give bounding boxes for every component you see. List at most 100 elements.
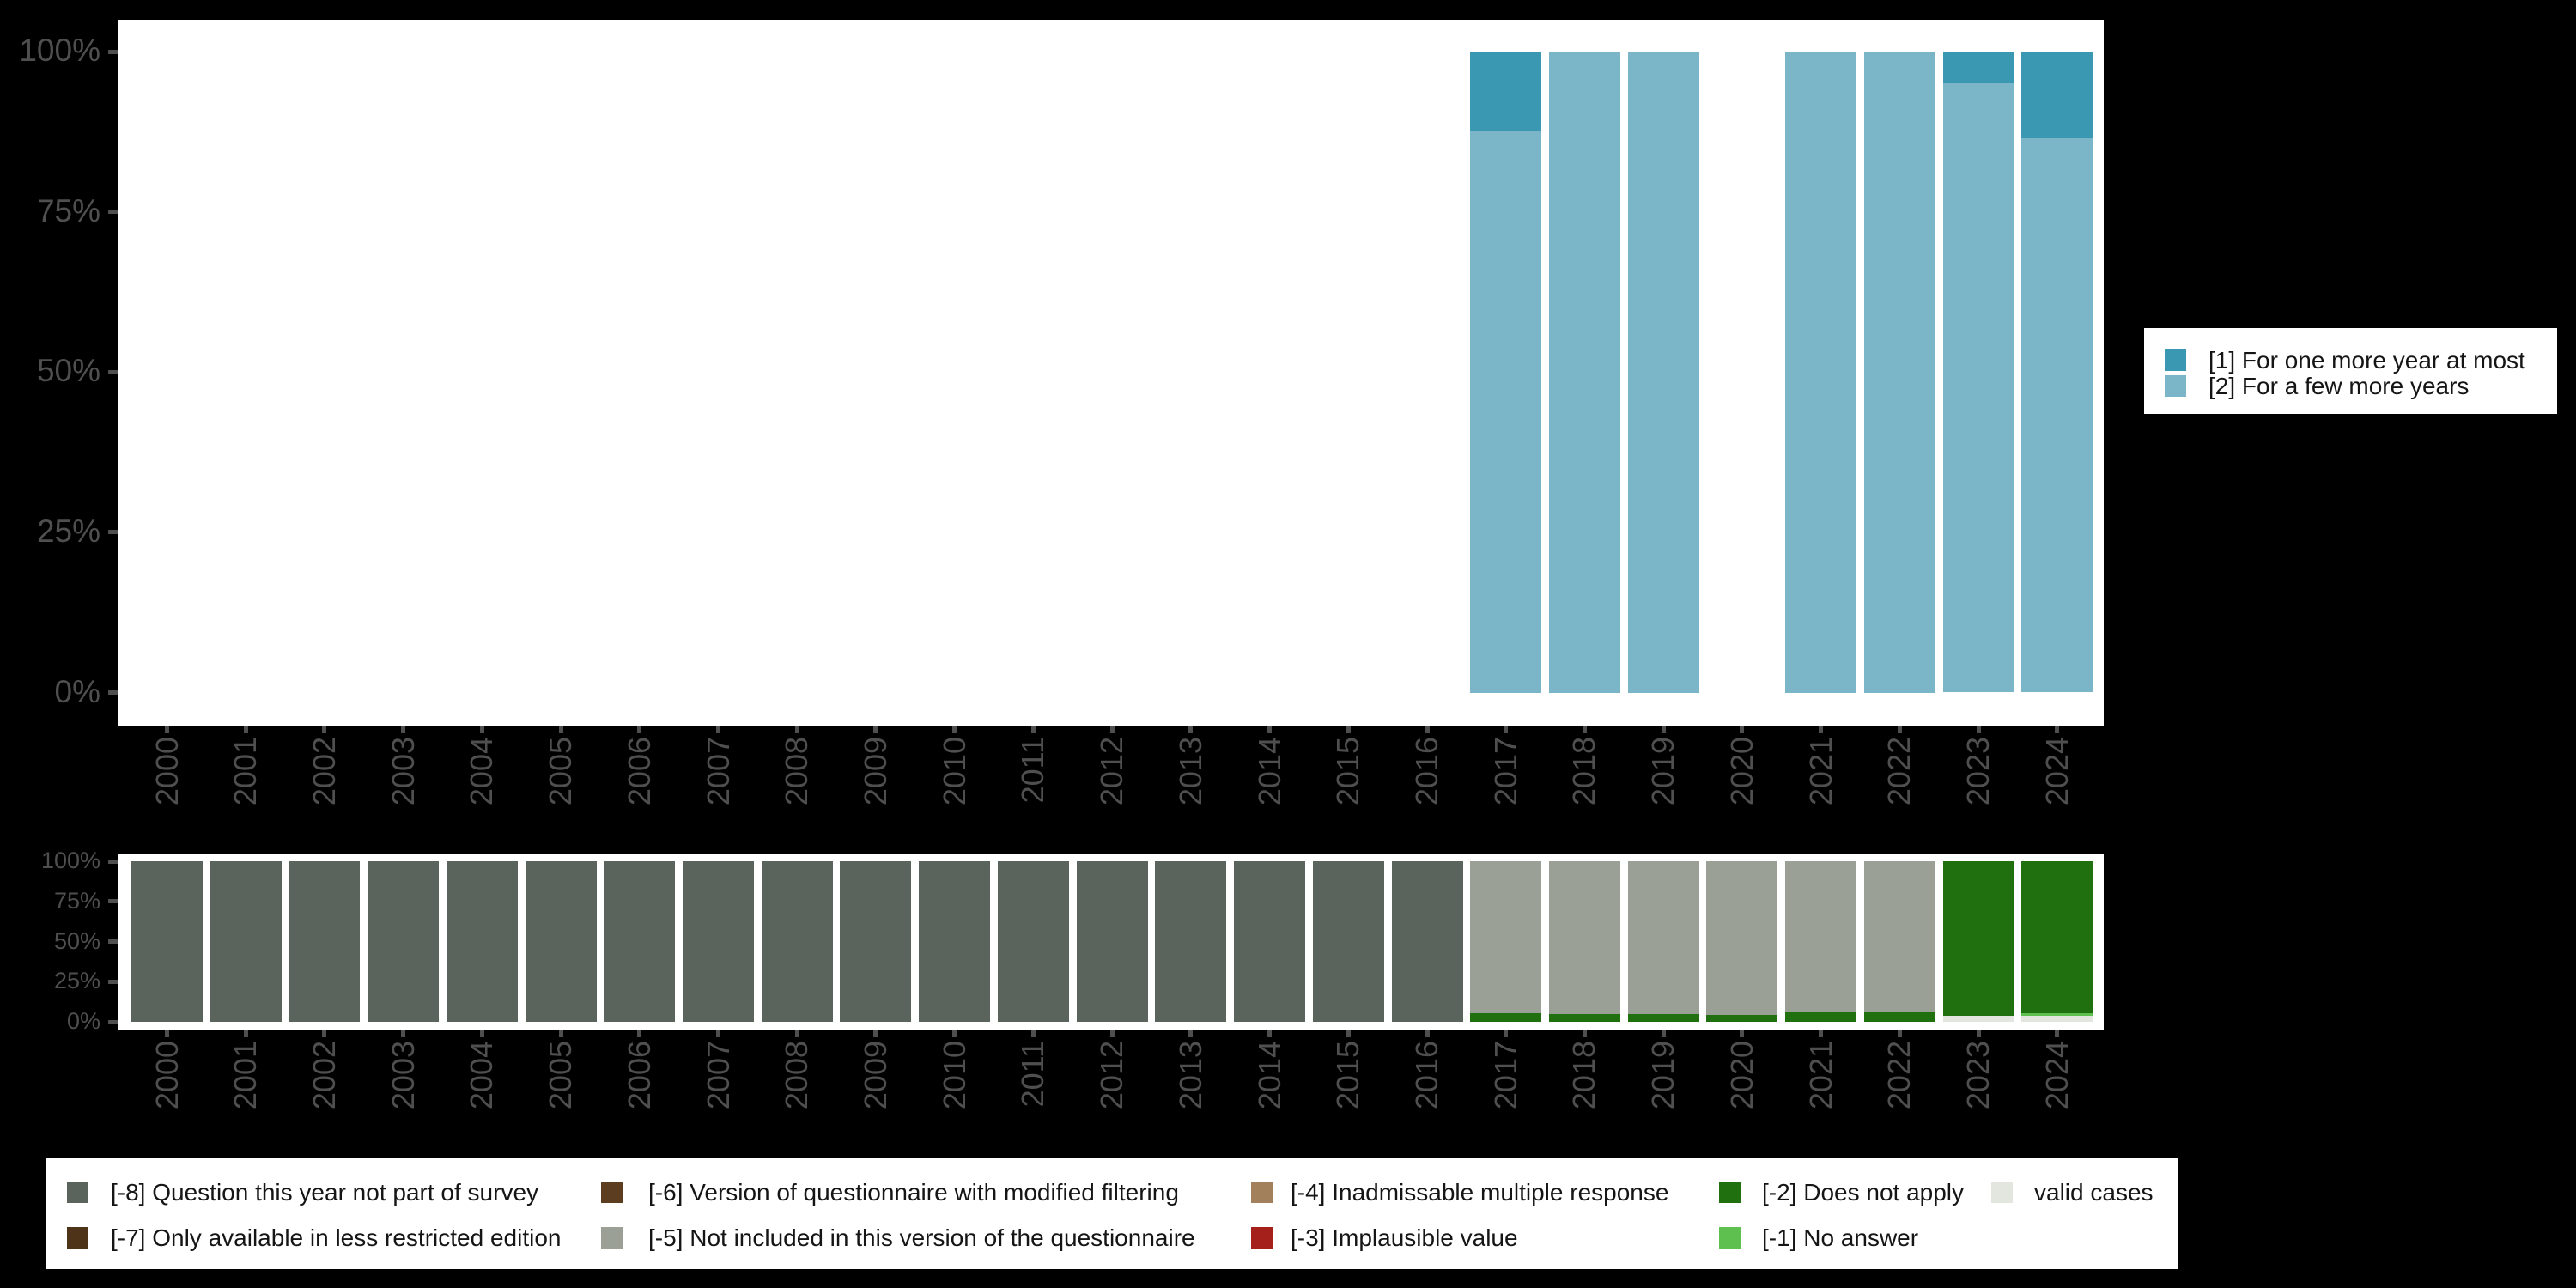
x-axis-label: 2017 [1487,1041,1523,1110]
legend-label: [2] For a few more years [2208,373,2470,399]
legend-label: [-7] Only available in less restricted e… [111,1224,562,1251]
y-tick [108,210,118,215]
y-axis-label: 75% [53,887,100,914]
legend-swatch [1251,1182,1273,1203]
bar-segment [1863,1012,1935,1022]
bar-segment [1863,52,1935,693]
bar-segment [368,861,440,1022]
x-tick [873,1030,878,1037]
main-chart-panel [118,20,2104,726]
x-axis-label: 2020 [1723,737,1759,806]
x-tick [2055,726,2060,733]
x-tick [1819,726,1824,733]
bar-segment [1470,1013,1542,1022]
y-axis-label: 0% [54,673,100,709]
y-tick [108,939,118,944]
bar-segment [1470,861,1542,1014]
bar-segment [1155,861,1227,1022]
x-tick [1582,1030,1587,1037]
x-tick [1661,1030,1666,1037]
bar-segment [2021,52,2093,138]
bar-segment [1785,52,1857,693]
x-axis-label: 2011 [1015,737,1051,804]
x-tick [243,1030,248,1037]
x-axis-label: 2000 [149,737,185,806]
bar-segment [2021,137,2093,693]
legend-swatch [67,1182,88,1203]
x-tick [1976,1030,1981,1037]
x-tick [1425,726,1430,733]
legend-label: [-3] Implausible value [1291,1224,1518,1251]
x-tick [1109,726,1115,733]
y-axis-label: 50% [53,927,100,954]
bar-segment [604,861,676,1022]
legend-swatch [2165,349,2186,371]
y-axis-label: 100% [40,847,100,873]
bar-segment [131,861,203,1022]
legend-label: valid cases [2034,1179,2154,1206]
legend-label: [1] For one more year at most [2208,347,2525,374]
x-tick [1267,1030,1273,1037]
bar-segment [1470,52,1542,132]
x-tick [1897,1030,1902,1037]
x-tick [401,726,406,733]
y-tick [108,530,118,535]
x-axis-label: 2003 [385,1041,421,1110]
x-axis-label: 2014 [1251,1041,1287,1110]
bar-segment [1076,861,1148,1022]
x-tick [1504,1030,1509,1037]
x-axis-label: 2007 [700,1041,736,1110]
bar-segment [1470,131,1542,693]
x-axis-label: 2018 [1566,1041,1602,1110]
x-axis-label: 2004 [464,1041,500,1110]
legend-label: [-6] Version of questionnaire with modif… [648,1179,1179,1206]
x-tick [1346,726,1351,733]
x-axis-label: 2006 [621,1041,657,1110]
y-tick [108,1019,118,1024]
x-tick [1661,726,1666,733]
y-tick [108,859,118,864]
x-axis-label: 2010 [936,737,972,806]
x-tick [1346,1030,1351,1037]
x-axis-label: 2020 [1723,1041,1759,1110]
x-axis-label: 2013 [1172,1041,1208,1110]
legend-label: [-5] Not included in this version of the… [648,1224,1195,1251]
x-axis-label: 2000 [149,1041,185,1110]
y-tick [108,690,118,695]
x-tick [2055,1030,2060,1037]
bar-segment [840,861,912,1022]
missing-legend-box: [-8] Question this year not part of surv… [46,1158,2178,1269]
legend-swatch [1719,1182,1741,1203]
x-axis-label: 2006 [621,737,657,806]
x-tick [1976,726,1981,733]
bar-segment [1706,1014,1778,1022]
y-axis-label: 50% [36,353,100,389]
x-tick [716,726,721,733]
x-axis-label: 2005 [543,1041,579,1110]
bar-segment [1785,1012,1857,1022]
x-tick [558,1030,563,1037]
x-axis-label: 2003 [385,737,421,806]
x-tick [165,1030,169,1037]
x-tick [952,726,957,733]
x-axis-label: 2022 [1881,737,1917,806]
bar-segment [2021,1013,2093,1016]
x-axis-label: 2021 [1802,737,1838,806]
x-tick [637,1030,642,1037]
bar-segment [1548,52,1620,693]
x-tick [479,1030,484,1037]
x-axis-label: 2010 [936,1041,972,1110]
y-axis-label: 75% [36,192,100,228]
x-axis-label: 2012 [1094,737,1130,806]
bar-segment [1627,1013,1699,1022]
x-axis-label: 2008 [779,737,815,806]
bar-segment [1942,1016,2014,1022]
x-tick [716,1030,721,1037]
bar-segment [1548,861,1620,1015]
x-tick [1425,1030,1430,1037]
x-tick [1109,1030,1115,1037]
x-tick [1030,1030,1036,1037]
main-legend-box: [1] For one more year at most [2] For a f… [2144,328,2557,414]
bar-segment [289,861,361,1022]
x-axis-label: 2011 [1015,1041,1051,1108]
